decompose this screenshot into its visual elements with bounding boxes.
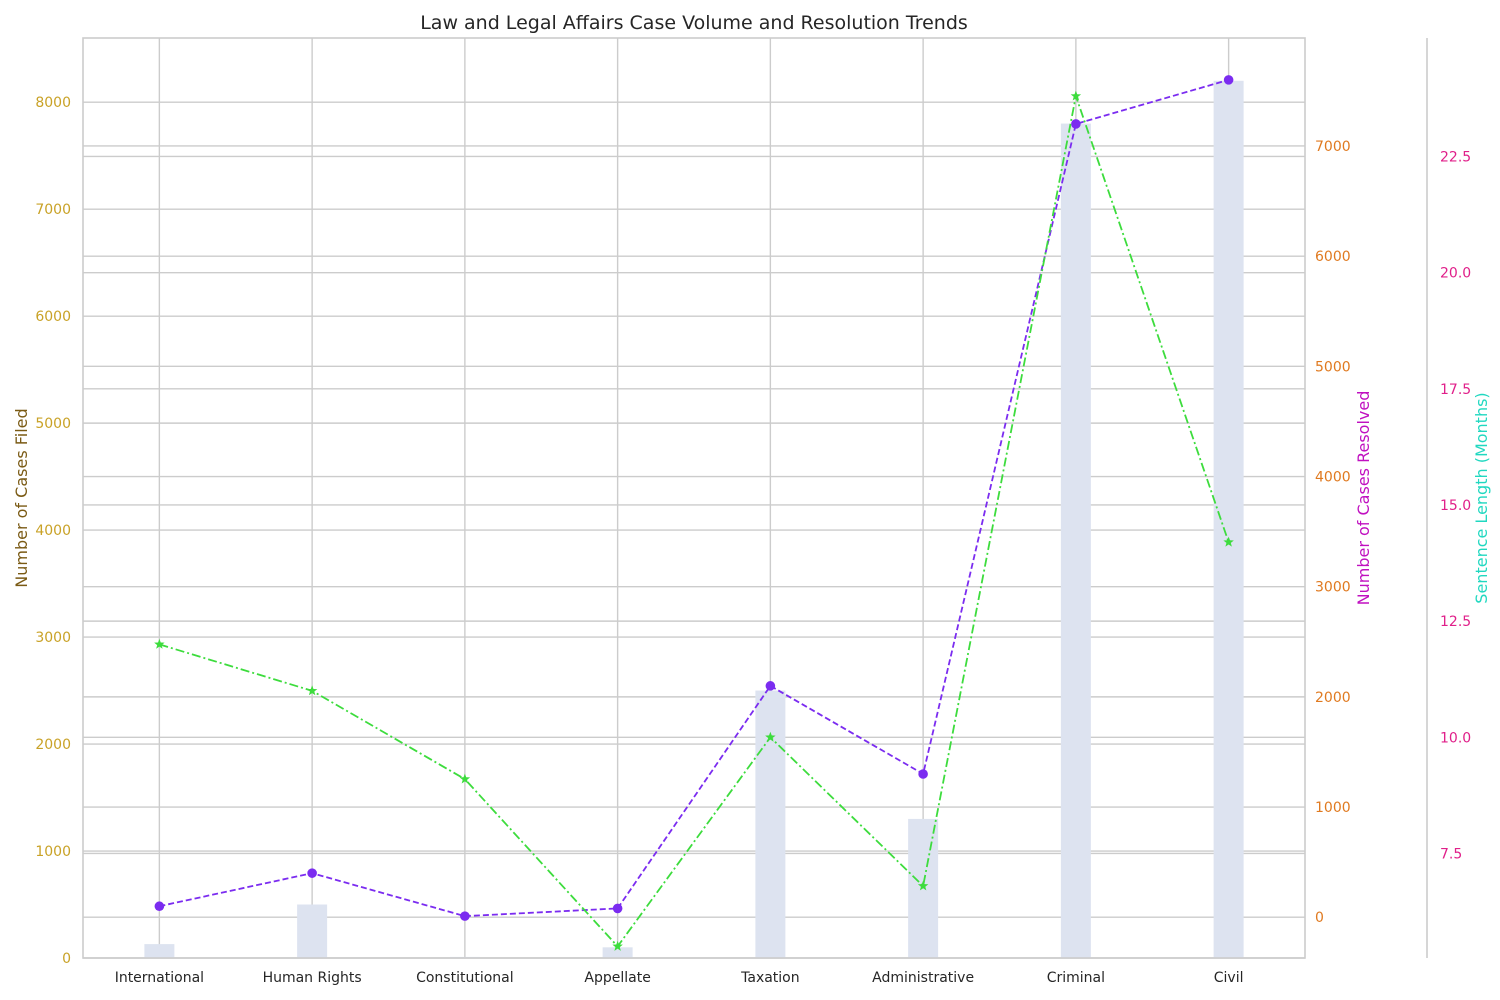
third-tick-label: 17.5: [1440, 382, 1471, 398]
bar-civil: [1213, 80, 1244, 958]
resolved-point: [1223, 75, 1234, 85]
x-tick-label: Administrative: [872, 970, 974, 986]
bar-international: [144, 944, 175, 958]
resolved-point: [1071, 119, 1081, 129]
tick-labels: International Human Rights Constitutional A…: [35, 95, 1471, 986]
right-tick-label: 0: [1315, 910, 1324, 926]
left-tick-label: 1000: [35, 844, 71, 860]
third-tick-label: 10.0: [1440, 730, 1471, 746]
right-tick-label: 1000: [1315, 800, 1351, 816]
third-tick-label: 7.5: [1440, 846, 1462, 862]
left-tick-label: 6000: [35, 309, 71, 325]
x-tick-label: Criminal: [1047, 970, 1105, 986]
bar-administrative: [908, 818, 939, 958]
left-tick-label: 8000: [35, 95, 71, 111]
plot-frame: [82, 37, 1428, 959]
third-tick-label: 22.5: [1440, 149, 1471, 165]
left-tick-label: 3000: [35, 630, 71, 646]
sentence-line: [159, 92, 1230, 948]
resolved-point: [765, 681, 776, 691]
resolved-point: [460, 911, 470, 921]
sentence-point: [1223, 536, 1234, 547]
right-tick-label: 5000: [1315, 359, 1351, 375]
right-axis-label: Number of Cases Resolved: [1354, 391, 1373, 606]
bar-human-rights: [297, 904, 328, 958]
x-tick-label: Civil: [1214, 970, 1244, 986]
x-tick-label: Appellate: [584, 970, 650, 986]
left-tick-label: 7000: [35, 202, 71, 218]
line-series: [154, 75, 1234, 951]
resolved-point: [154, 901, 165, 912]
sentence-point: [306, 685, 318, 696]
right-tick-label: 4000: [1315, 470, 1351, 486]
bar-appellate: [602, 947, 633, 958]
sentence-point: [917, 880, 929, 891]
sentence-point: [612, 940, 623, 951]
third-tick-label: 20.0: [1440, 266, 1471, 282]
plot-border: [82, 37, 1306, 959]
bar-taxation: [755, 690, 786, 958]
x-tick-label: International: [115, 970, 204, 986]
chart-title: Law and Legal Affairs Case Volume and Re…: [420, 12, 968, 34]
sentence-point: [154, 638, 165, 649]
right-tick-label: 6000: [1315, 249, 1351, 265]
left-axis-label: Number of Cases Filed: [12, 408, 31, 587]
sentence-point: [459, 773, 471, 784]
right-tick-label: 2000: [1315, 690, 1351, 706]
left-tick-label: 4000: [35, 523, 71, 539]
left-tick-label: 2000: [35, 737, 71, 753]
grid: [83, 38, 1305, 959]
x-tick-label: Constitutional: [416, 970, 514, 986]
left-tick-label: 0: [62, 951, 71, 967]
bar-series: [144, 80, 1244, 958]
x-tick-label: Human Rights: [263, 970, 362, 986]
sentence-point: [1070, 90, 1082, 101]
resolved-point: [307, 868, 317, 878]
third-tick-label: 15.0: [1440, 498, 1471, 514]
resolved-point: [612, 903, 623, 914]
right-tick-label: 7000: [1315, 139, 1351, 155]
resolved-point: [918, 769, 928, 779]
left-tick-label: 5000: [35, 416, 71, 432]
sentence-point: [765, 731, 776, 742]
x-tick-label: Taxation: [740, 970, 800, 986]
right-tick-label: 3000: [1315, 580, 1351, 596]
third-axis-label: Sentence Length (Months): [1472, 392, 1491, 603]
third-tick-label: 12.5: [1440, 614, 1471, 630]
bar-criminal: [1060, 123, 1091, 958]
